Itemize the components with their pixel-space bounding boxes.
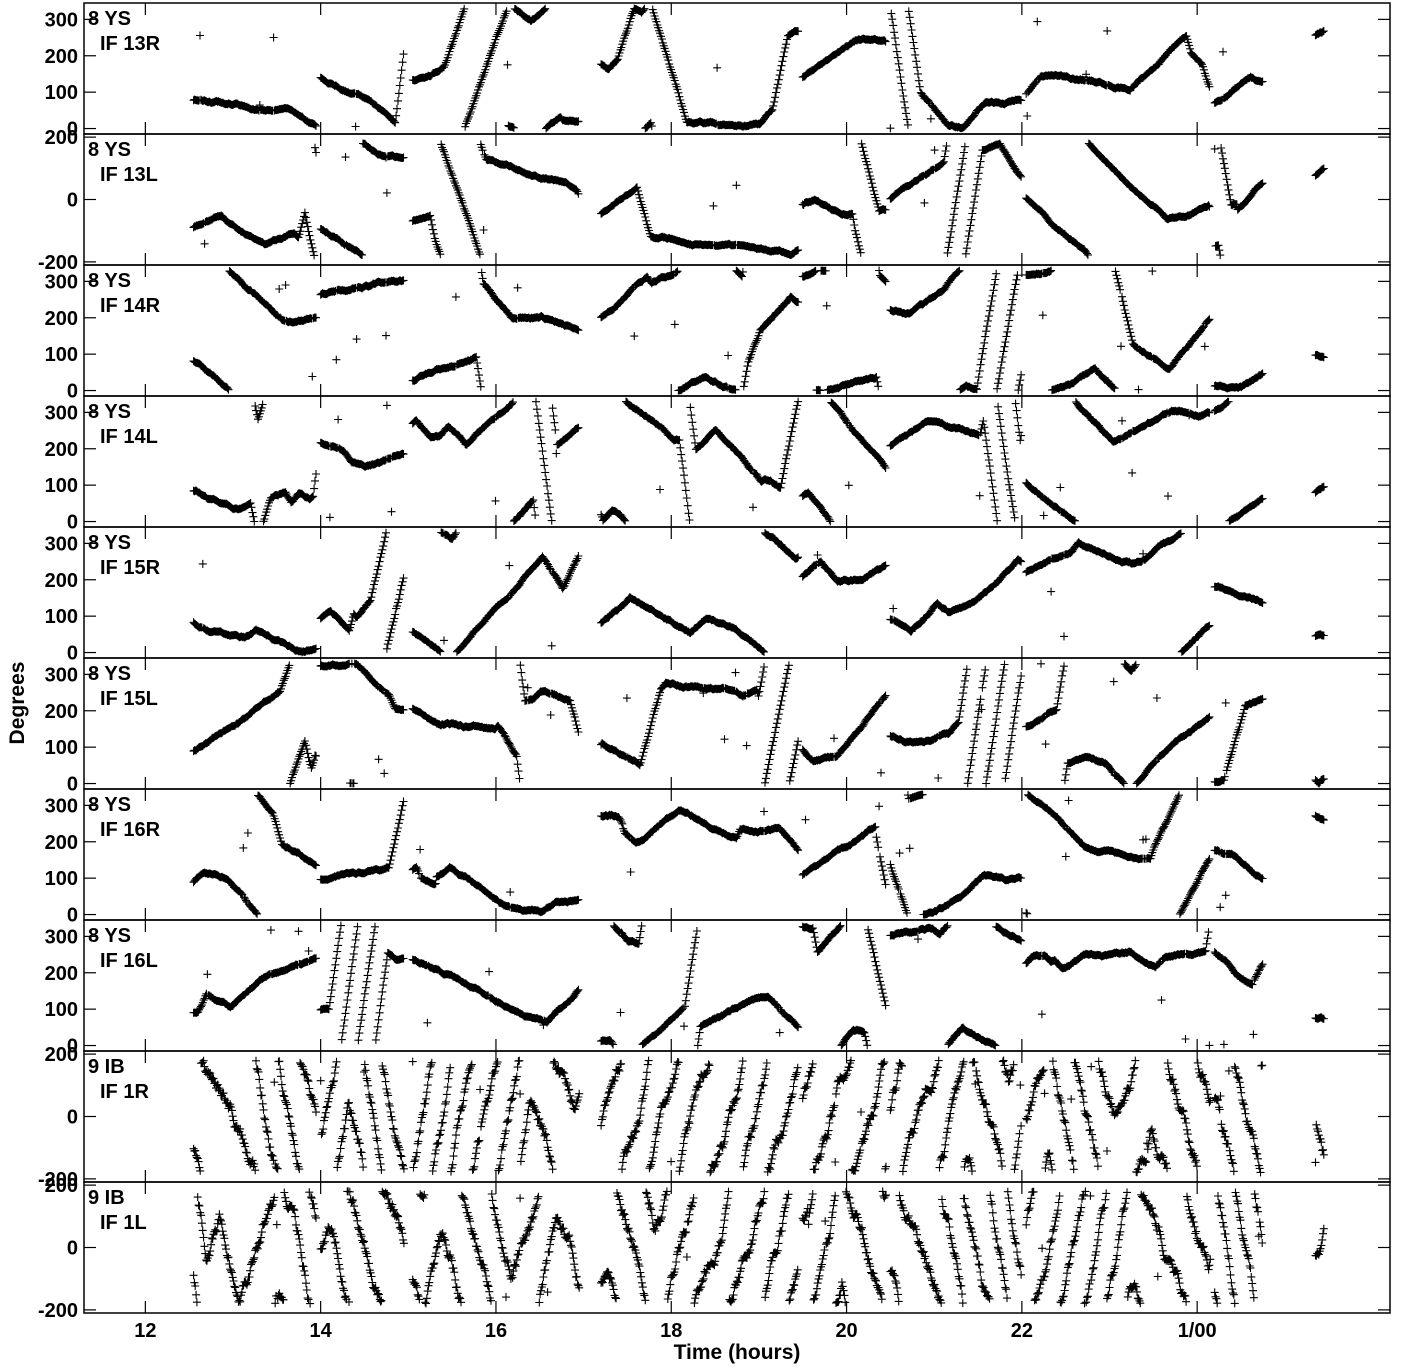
panel-label-baseline: 8 YS [88,401,131,423]
panel-1: 0 100 200 300 8 YS IF 13R [45,2,1391,141]
phase-points [189,659,1328,788]
y-tick-label: 100 [45,475,78,497]
y-tick-label: 100 [45,344,78,366]
y-tick-label: 200 [45,832,78,854]
panel-label-if: IF 13R [100,33,161,55]
y-tick-label: 200 [45,1044,78,1066]
x-tick-label: 12 [134,1320,156,1342]
phase-points [189,1187,1328,1308]
panel-label-if: IF 16L [100,950,158,972]
panel-2: -200 0 200 8 YS IF 13L [38,127,1391,274]
y-tick-label: 300 [45,926,78,948]
phase-points [189,1056,1328,1177]
panel-label-baseline: 8 YS [88,925,131,947]
x-tick-label: 14 [310,1320,333,1342]
x-tick-label: 20 [835,1320,857,1342]
panel-label-if: IF 16R [100,819,161,841]
y-tick-label: 300 [45,402,78,424]
panel-3: 0 100 200 300 8 YS IF 14R [45,264,1391,403]
panel-frame [83,264,1391,397]
y-tick-label: 100 [45,82,78,104]
panel-label-baseline: 8 YS [88,270,131,292]
y-tick-label: 200 [45,127,78,149]
y-tick-label: -200 [38,1300,78,1322]
y-tick-label: 0 [67,643,78,665]
phase-points [189,921,1328,1050]
panel-10: -200 0 200 9 IB IF 1L [38,1175,1391,1322]
y-tick-label: 200 [45,46,78,68]
panel-label-if: IF 15L [100,688,158,710]
x-axis-label: Time (hours) [674,1341,801,1364]
panel-label-if: IF 13L [100,164,158,186]
phase-points [189,139,1328,260]
panel-9: -200 0 200 9 IB IF 1R [38,1044,1391,1191]
y-tick-label: 0 [67,119,78,141]
y-tick-label: 200 [45,963,78,985]
y-axis-label: Degrees [6,662,29,745]
panel-label-if: IF 1L [100,1212,147,1234]
x-tick-label: 18 [660,1320,682,1342]
y-tick-label: 100 [45,737,78,759]
panel-label-baseline: 8 YS [88,139,131,161]
phase-points [189,4,1328,133]
panel-6: 0 100 200 300 8 YS IF 15L [45,657,1391,796]
y-tick-label: 0 [67,1107,78,1129]
y-tick-label: 100 [45,999,78,1021]
y-tick-label: 200 [45,308,78,330]
panel-label-baseline: 9 IB [88,1187,125,1209]
y-tick-label: 0 [67,905,78,927]
panel-5: 0 100 200 300 8 YS IF 15R [45,526,1391,665]
panel-label-baseline: 8 YS [88,663,131,685]
y-tick-label: 0 [67,190,78,212]
panel-7: 0 100 200 300 8 YS IF 16R [45,788,1391,927]
phase-points [189,528,1328,657]
panel-label-if: IF 14R [100,295,161,317]
y-tick-label: -200 [38,252,78,274]
y-tick-label: 200 [45,701,78,723]
panel-4: 0 100 200 300 8 YS IF 14L [45,395,1391,534]
y-tick-label: 100 [45,606,78,628]
panel-frame [83,788,1391,921]
y-tick-label: 100 [45,868,78,890]
x-tick-label: 1/00 [1178,1320,1217,1342]
panel-frame [83,919,1391,1052]
x-tick-label: 22 [1011,1320,1033,1342]
panel-label-baseline: 8 YS [88,794,131,816]
y-tick-label: 0 [67,1036,78,1058]
y-tick-label: 0 [67,774,78,796]
panel-frame [83,2,1391,135]
y-tick-label: 200 [45,1175,78,1197]
y-tick-label: 0 [67,381,78,403]
panel-8: 0 100 200 300 8 YS IF 16L [45,919,1391,1058]
y-tick-label: -200 [38,1169,78,1191]
y-tick-label: 300 [45,533,78,555]
panel-label-baseline: 8 YS [88,532,131,554]
panel-label-baseline: 8 YS [88,8,131,30]
x-axis: 12 14 16 18 20 22 1/00 [134,1320,1216,1342]
y-tick-label: 300 [45,271,78,293]
x-tick-label: 16 [485,1320,507,1342]
panel-label-if: IF 14L [100,426,158,448]
panel-label-if: IF 1R [100,1081,149,1103]
panel-label-baseline: 9 IB [88,1056,125,1078]
y-tick-label: 300 [45,9,78,31]
y-tick-label: 0 [67,512,78,534]
y-tick-label: 200 [45,570,78,592]
phase-points [189,397,1328,526]
phase-points [189,790,1328,919]
phase-points [189,266,1328,395]
y-tick-label: 300 [45,664,78,686]
y-tick-label: 300 [45,795,78,817]
y-tick-label: 200 [45,439,78,461]
panel-frame [83,657,1391,790]
panel-label-if: IF 15R [100,557,161,579]
y-tick-label: 0 [67,1238,78,1260]
